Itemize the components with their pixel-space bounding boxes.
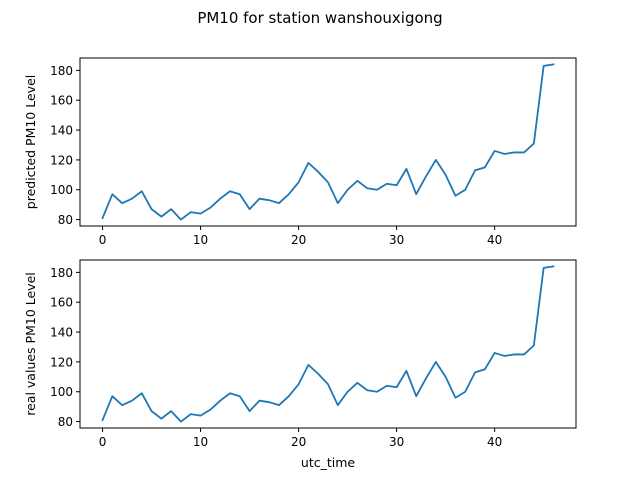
bottom-axes-frame	[79, 259, 577, 429]
bottom-xtick-label: 20	[291, 435, 306, 449]
bottom-xtick-label: 30	[389, 435, 404, 449]
bottom-xtick-label: 10	[193, 435, 208, 449]
bottom-ylabel: real values PM10 Level	[23, 272, 38, 416]
bottom-ytick-label: 100	[50, 385, 73, 399]
top-ytick-label: 100	[50, 183, 73, 197]
top-ytick-label: 180	[50, 64, 73, 78]
top-ytick-label: 120	[50, 153, 73, 167]
top-axes-frame	[79, 57, 577, 227]
top-subplot: predicted PM10 Level 0 10 20 30 40 80 100 120 14…	[23, 57, 577, 247]
bottom-xtick-label: 0	[99, 435, 107, 449]
top-ylabel: predicted PM10 Level	[23, 75, 38, 209]
figure-title: PM10 for station wanshouxigong	[197, 9, 442, 27]
bottom-xtick-label: 40	[487, 435, 502, 449]
top-xtick-label: 30	[389, 233, 404, 247]
bottom-series-line-0	[101, 265, 555, 423]
bottom-ytick-label: 120	[50, 355, 73, 369]
top-series-line-0	[101, 63, 555, 221]
bottom-ytick-label: 80	[58, 415, 73, 429]
top-xtick-label: 10	[193, 233, 208, 247]
bottom-ytick-label: 140	[50, 326, 73, 340]
top-xtick-label: 20	[291, 233, 306, 247]
top-ytick-label: 160	[50, 94, 73, 108]
top-xtick-label: 40	[487, 233, 502, 247]
top-xtick-label: 0	[99, 233, 107, 247]
bottom-ytick-label: 160	[50, 296, 73, 310]
bottom-subplot: real values PM10 Level utc_time 0 10 20 30 4…	[23, 259, 577, 470]
bottom-xlabel: utc_time	[301, 455, 355, 470]
bottom-ytick-label: 180	[50, 266, 73, 280]
top-ytick-label: 140	[50, 124, 73, 138]
top-ytick-label: 80	[58, 213, 73, 227]
